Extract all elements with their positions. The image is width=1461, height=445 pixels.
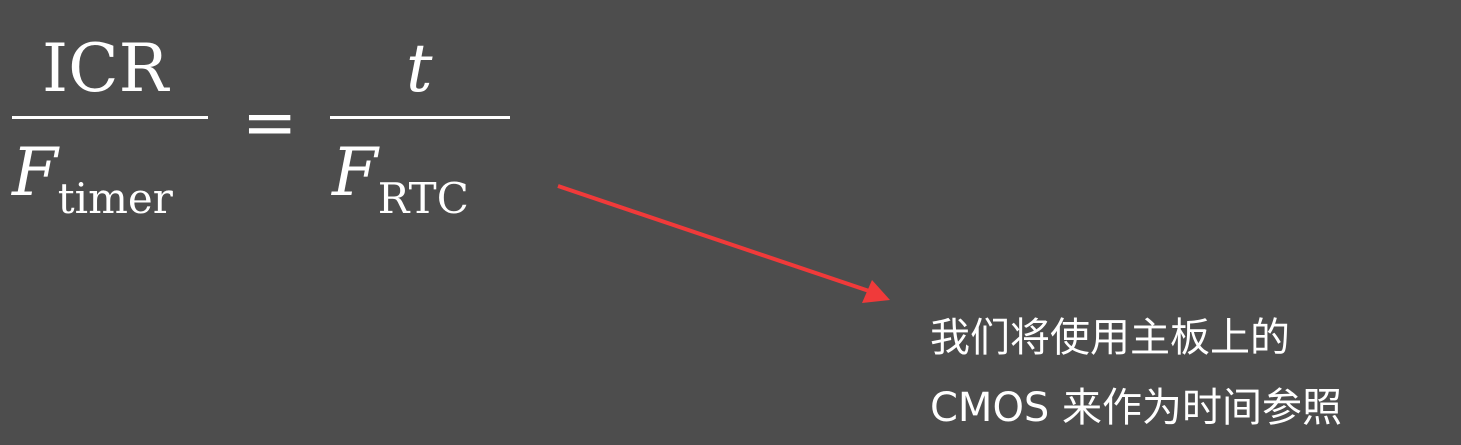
left-numerator: ICR — [42, 30, 169, 107]
right-fraction-bar — [330, 116, 510, 119]
arrow-head — [862, 280, 890, 303]
right-denominator-base: F — [332, 134, 378, 211]
arrow-shaft — [557, 184, 873, 294]
caption-line-2: CMOS 来作为时间参照 — [930, 385, 1343, 431]
right-denominator: FRTC — [332, 140, 469, 220]
left-denominator-subscript: timer — [57, 174, 173, 223]
right-denominator-subscript: RTC — [377, 174, 469, 223]
caption-line-1: 我们将使用主板上的 — [930, 315, 1290, 361]
left-denominator-base: F — [12, 134, 58, 211]
left-fraction-bar — [12, 116, 208, 119]
left-denominator: Ftimer — [12, 140, 173, 220]
right-numerator: t — [406, 30, 433, 107]
equals-sign: = — [242, 84, 298, 161]
